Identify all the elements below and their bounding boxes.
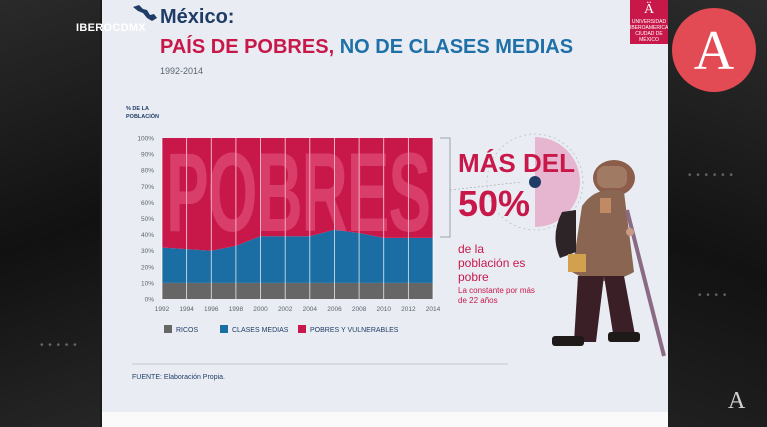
area-pobres-y-vulnerables <box>162 138 433 251</box>
y-tick-label: 80% <box>141 168 154 175</box>
stat-description: de la población es pobre <box>458 242 526 284</box>
legend-label: CLASES MEDIAS <box>232 327 289 334</box>
brand-logo-letter: A <box>693 20 735 82</box>
stat-headline: MÁS DEL <box>458 148 575 178</box>
grid-lines <box>161 138 434 299</box>
university-logo: Ä UNIVERSIDAD IBEROAMERICANA CIUDAD DE M… <box>630 0 668 44</box>
page-title: PAÍS DE POBRES, NO DE CLASES MEDIAS <box>160 36 573 59</box>
bracket-line <box>440 137 451 238</box>
y-tick-label: 90% <box>141 152 154 159</box>
x-tick-label: 2006 <box>327 306 342 313</box>
y-tick-label: 70% <box>141 184 154 191</box>
area-series <box>162 138 433 299</box>
overlay-word: POBRES <box>166 130 430 255</box>
y-tick-label: 20% <box>141 264 154 271</box>
y-tick-label: 0% <box>145 297 155 304</box>
center-dot <box>529 176 541 188</box>
y-axis-label-line2: POBLACIÓN <box>126 112 159 120</box>
y-tick-label: 60% <box>141 200 154 207</box>
bottom-strip <box>102 412 668 427</box>
university-logo-line: CIUDAD DE MÉXICO <box>635 30 663 43</box>
y-axis-ticks: 0% 10% 20% 30% 40% 50% 60% 70% 80% 90% 100% <box>137 136 154 304</box>
university-logo-line: UNIVERSIDAD <box>631 18 667 25</box>
university-mark-icon: Ä <box>643 2 655 17</box>
y-tick-label: 100% <box>137 136 154 143</box>
area-clases-medias <box>162 229 433 283</box>
legend: RICOS CLASES MEDIAS POBRES Y VULNERABLES <box>164 325 399 334</box>
x-tick-label: 1996 <box>204 306 219 313</box>
x-tick-label: 1994 <box>179 306 194 313</box>
source-note: FUENTE: Elaboración Propia. <box>132 374 225 381</box>
y-tick-label: 10% <box>141 280 154 287</box>
pointer-line <box>449 181 523 191</box>
x-tick-label: 1992 <box>155 306 170 313</box>
x-tick-label: 2012 <box>401 306 416 313</box>
x-axis-ticks: 1992 1994 1996 1998 2000 2002 2004 2006 2008 2010… <box>155 306 441 313</box>
half-circle-fill <box>535 137 580 227</box>
legend-swatch <box>220 325 228 333</box>
y-tick-label: 50% <box>141 216 154 223</box>
stat-footnote: La constante por más de 22 años <box>458 286 535 305</box>
stacked-area-chart: 0% 10% 20% 30% 40% 50% 60% 70% 80% 90% 100% % DE L… <box>126 106 666 365</box>
mexico-map-icon <box>133 5 157 21</box>
legend-label: POBRES Y VULNERABLES <box>310 327 399 334</box>
legend-swatch <box>298 325 306 333</box>
x-tick-label: 1998 <box>229 306 244 313</box>
y-tick-label: 40% <box>141 232 154 239</box>
channel-logo: IBEROCDMX <box>76 22 146 34</box>
x-tick-label: 2014 <box>426 306 441 313</box>
x-tick-label: 2008 <box>352 306 367 313</box>
watermark-logo: A <box>728 388 746 414</box>
decorative-dots: • • • • • <box>40 340 78 351</box>
x-tick-label: 2000 <box>253 306 268 313</box>
x-tick-label: 2010 <box>376 306 391 313</box>
x-tick-label: 2002 <box>278 306 293 313</box>
decorative-dots: • • • • <box>698 290 728 301</box>
left-side-panel: • • • • • <box>0 0 100 427</box>
title-red-part: PAÍS DE POBRES <box>160 36 329 58</box>
y-axis-label-line1: % DE LA <box>126 106 149 112</box>
infographic-slide: México: PAÍS DE POBRES, NO DE CLASES MED… <box>102 0 668 412</box>
beggar-illustration <box>552 160 666 357</box>
legend-swatch <box>164 325 172 333</box>
y-tick-label: 30% <box>141 248 154 255</box>
decorative-dots: • • • • • • <box>688 170 734 181</box>
stat-percentage: 50% <box>458 183 531 224</box>
title-blue-part: NO DE CLASES MEDIAS <box>339 36 574 58</box>
title-comma: , <box>328 36 335 58</box>
x-tick-label: 2004 <box>303 306 318 313</box>
area-ricos <box>162 282 433 299</box>
legend-label: RICOS <box>176 327 199 334</box>
brand-logo: A <box>672 8 756 92</box>
title-country: México: <box>160 6 235 28</box>
years-subtitle: 1992-2014 <box>160 66 204 76</box>
university-logo-line: IBEROAMERICANA <box>630 24 668 31</box>
dotted-ring <box>486 133 584 231</box>
